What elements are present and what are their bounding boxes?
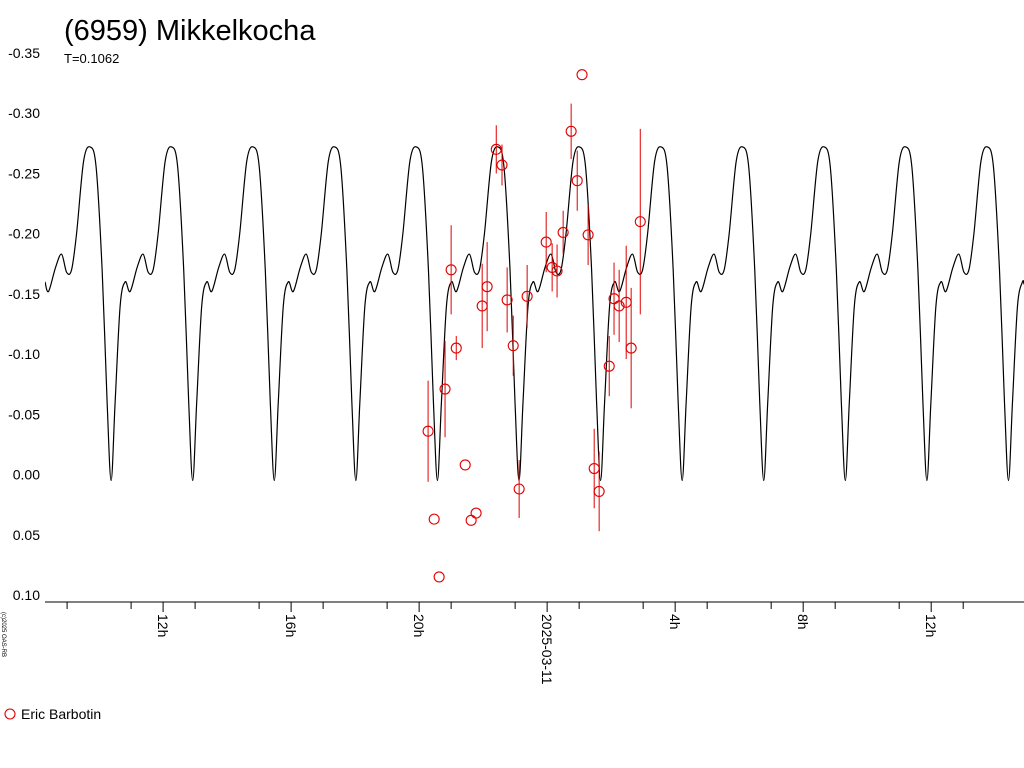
data-point — [496, 159, 508, 171]
data-point — [481, 281, 493, 293]
legend-label: Eric Barbotin — [21, 706, 101, 722]
data-point — [571, 175, 583, 187]
y-tick-label: -0.20 — [8, 226, 40, 242]
y-tick-label: -0.25 — [8, 165, 40, 181]
y-tick-label: 0.10 — [13, 587, 40, 603]
data-point — [634, 216, 646, 228]
data-point — [513, 483, 525, 495]
data-point — [551, 265, 563, 277]
x-tick-label: 12h — [923, 614, 939, 637]
y-tick-label: 0.00 — [13, 467, 40, 483]
legend-marker — [4, 708, 16, 720]
data-point — [507, 340, 519, 352]
plot-area — [45, 69, 1024, 583]
x-tick-label: 12h — [155, 614, 171, 637]
x-tick-label: 8h — [795, 614, 811, 630]
y-tick-label: -0.35 — [8, 45, 40, 61]
data-point — [450, 342, 462, 354]
data-point — [603, 360, 615, 372]
data-point — [540, 236, 552, 248]
chart-subtitle: T=0.1062 — [64, 51, 119, 66]
data-point — [565, 125, 577, 137]
data-point — [582, 229, 594, 241]
y-tick-label: -0.15 — [8, 286, 40, 302]
chart-title: (6959) Mikkelkocha — [64, 15, 316, 47]
data-point — [501, 294, 513, 306]
data-point — [433, 571, 445, 583]
x-tick-label: 4h — [667, 614, 683, 630]
x-tick-label: 20h — [411, 614, 427, 637]
data-point — [593, 485, 605, 497]
data-point — [625, 342, 637, 354]
data-point — [521, 290, 533, 302]
x-tick-label: 16h — [283, 614, 299, 637]
data-point — [613, 300, 625, 312]
y-tick-label: -0.10 — [8, 346, 40, 362]
data-point — [428, 513, 440, 525]
y-tick-label: -0.05 — [8, 406, 40, 422]
x-tick-label: 2025-03-11 — [539, 614, 555, 685]
data-point — [445, 264, 457, 276]
data-point — [557, 226, 569, 239]
y-tick-label: -0.30 — [8, 105, 40, 121]
data-point — [576, 69, 588, 81]
data-point — [470, 507, 482, 519]
data-point — [459, 459, 471, 471]
copyright: (c)2025 OAS-RB — [0, 612, 6, 657]
data-point — [439, 383, 451, 395]
data-point — [422, 425, 434, 437]
y-tick-label: 0.05 — [13, 527, 40, 543]
model-curve — [45, 146, 1024, 482]
data-point — [490, 143, 502, 155]
